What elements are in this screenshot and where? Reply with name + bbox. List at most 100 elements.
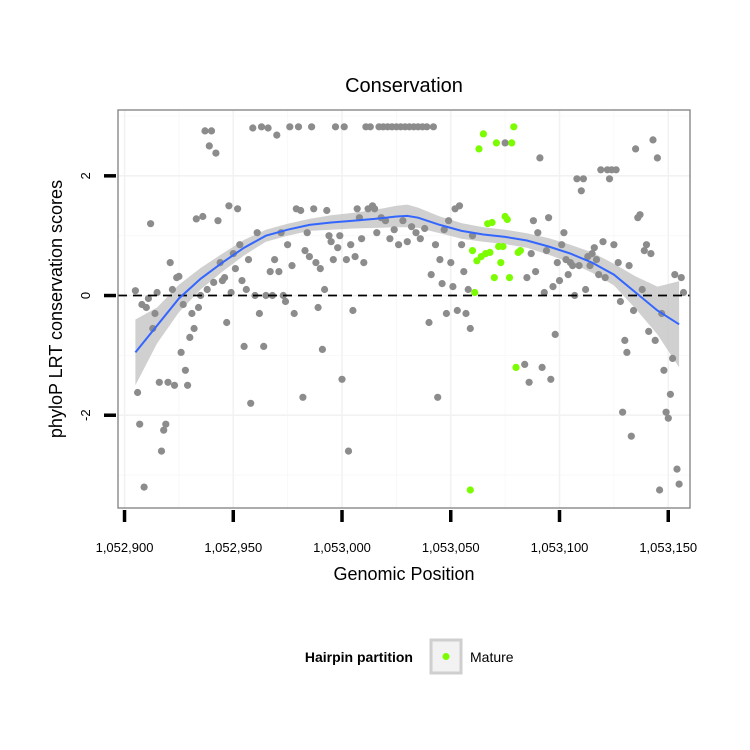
point-other xyxy=(177,348,185,356)
point-other xyxy=(542,247,551,255)
point-other xyxy=(166,259,174,267)
point-other xyxy=(327,238,335,246)
legend-title: Hairpin partition xyxy=(305,649,413,665)
point-other xyxy=(638,285,646,294)
point-other xyxy=(236,241,244,249)
point-other xyxy=(671,271,679,279)
point-other xyxy=(438,280,446,288)
point-other xyxy=(151,309,159,318)
point-other xyxy=(601,274,609,282)
point-other xyxy=(325,232,333,240)
x-tick-label: 1,053,000 xyxy=(313,540,371,555)
point-other xyxy=(599,238,607,246)
point-other xyxy=(353,205,361,213)
point-mature xyxy=(475,145,483,153)
point-other xyxy=(623,348,631,356)
point-other xyxy=(264,124,272,132)
plot-panel-border xyxy=(117,109,691,509)
smooth-fit-line xyxy=(134,214,680,354)
point-other xyxy=(569,262,577,270)
point-other xyxy=(305,253,313,261)
point-other xyxy=(540,288,548,297)
point-other xyxy=(205,142,213,150)
point-other xyxy=(160,426,168,434)
point-other xyxy=(181,366,189,374)
point-mature xyxy=(471,288,479,297)
point-other xyxy=(460,268,468,276)
point-other xyxy=(386,235,394,243)
point-other xyxy=(416,235,424,243)
point-other xyxy=(358,235,366,243)
point-other xyxy=(194,303,203,312)
point-other xyxy=(136,420,144,428)
point-other xyxy=(645,327,653,335)
point-other xyxy=(675,480,683,488)
point-other xyxy=(310,205,318,213)
point-other xyxy=(440,226,448,234)
point-other xyxy=(175,272,183,280)
point-other xyxy=(336,232,344,240)
point-other xyxy=(538,363,546,371)
point-other xyxy=(455,202,464,210)
point-other xyxy=(186,333,194,341)
point-other xyxy=(545,214,553,222)
point-other xyxy=(586,262,594,270)
point-other xyxy=(275,268,283,276)
point-other xyxy=(532,268,540,276)
point-other xyxy=(669,354,677,362)
point-other xyxy=(301,247,309,255)
point-other xyxy=(249,124,257,132)
point-other xyxy=(573,175,581,183)
y-axis: -2 0 2 xyxy=(78,172,116,421)
point-other xyxy=(462,309,470,318)
point-mature xyxy=(497,259,505,267)
point-other xyxy=(231,265,239,273)
point-other xyxy=(649,136,657,144)
y-tick-label: 2 xyxy=(78,172,93,179)
point-other xyxy=(179,300,187,309)
point-other xyxy=(288,262,296,270)
point-other xyxy=(340,123,348,131)
point-other xyxy=(673,465,681,473)
point-other xyxy=(262,291,270,300)
point-other xyxy=(314,303,322,312)
point-other xyxy=(616,297,625,306)
y-tick-label: 0 xyxy=(78,292,93,299)
point-other xyxy=(242,285,250,294)
point-other xyxy=(131,287,139,295)
point-other xyxy=(253,229,261,237)
point-other xyxy=(360,259,368,267)
point-other xyxy=(640,247,648,255)
point-mature xyxy=(488,218,496,227)
x-tick-label: 1,053,050 xyxy=(422,540,480,555)
point-other xyxy=(153,288,161,297)
point-other xyxy=(429,123,437,131)
point-other xyxy=(347,241,355,249)
point-other xyxy=(423,123,431,131)
data-points xyxy=(131,123,688,494)
point-other xyxy=(225,202,233,210)
point-other xyxy=(214,217,222,225)
point-other xyxy=(162,420,170,428)
point-other xyxy=(421,224,429,233)
point-other xyxy=(590,244,598,252)
x-tick-label: 1,052,900 xyxy=(96,540,154,555)
point-other xyxy=(273,131,281,139)
point-other xyxy=(636,211,644,219)
point-other xyxy=(238,277,246,285)
point-other xyxy=(629,306,638,315)
point-other xyxy=(621,336,629,344)
point-other xyxy=(321,285,329,294)
x-axis: 1,052,900 1,052,950 1,053,000 1,053,050 1,05… xyxy=(96,510,697,555)
point-other xyxy=(592,256,601,264)
point-other xyxy=(408,223,416,231)
point-other xyxy=(190,324,198,333)
point-other xyxy=(155,378,163,386)
point-mature xyxy=(499,242,507,251)
point-other xyxy=(212,149,220,157)
point-other xyxy=(140,483,148,491)
point-other xyxy=(523,274,531,282)
smooth-line xyxy=(134,214,680,354)
point-other xyxy=(560,229,568,237)
